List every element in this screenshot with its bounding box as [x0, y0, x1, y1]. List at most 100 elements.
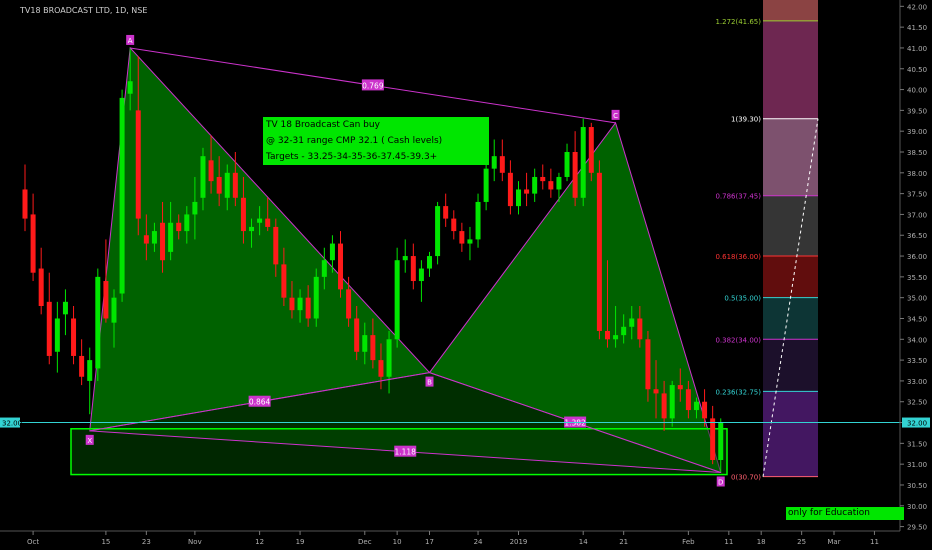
candle-body: [580, 127, 586, 198]
candle-body: [192, 201, 198, 215]
price-tick-label: 39.00: [907, 128, 927, 136]
price-tick-label: 36.50: [907, 232, 927, 240]
time-tick-label: Nov: [188, 538, 202, 546]
ratio-badge: [248, 395, 271, 407]
candle-body: [435, 206, 441, 257]
candle-body: [127, 81, 133, 94]
candle-body: [176, 222, 182, 232]
candle-body: [499, 156, 505, 173]
point-badge: [425, 376, 434, 387]
candle-body: [79, 355, 85, 377]
candle-body: [661, 393, 667, 419]
candle-body: [564, 152, 570, 177]
candle-body: [305, 297, 311, 319]
fib-level-label: 0.236(32.75): [715, 388, 761, 396]
candle-body: [685, 389, 691, 411]
candle-body: [289, 297, 295, 311]
candle-body: [410, 256, 416, 282]
price-tick-label: 31.00: [907, 461, 927, 469]
price-tick-label: 37.00: [907, 211, 927, 219]
candle-body: [507, 172, 513, 207]
last-price-text: 32.00: [907, 420, 927, 428]
price-tick-label: 30.00: [907, 503, 927, 511]
price-tick-label: 38.50: [907, 149, 927, 157]
candle-body: [249, 226, 255, 232]
fib-band: [763, 256, 818, 298]
point-label: X: [87, 437, 92, 445]
point-label: A: [128, 37, 133, 45]
fib-band: [763, 118, 818, 196]
candle-body: [540, 176, 546, 182]
price-tick-label: 39.50: [907, 107, 927, 115]
point-label: B: [427, 379, 432, 387]
candle-body: [386, 339, 392, 377]
price-tick-label: 35.50: [907, 274, 927, 282]
candle-body: [119, 97, 125, 294]
point-badge: [126, 34, 135, 45]
price-tick-label: 33.50: [907, 357, 927, 365]
ratio-label: 0.769: [362, 81, 384, 90]
candle-body: [443, 206, 449, 219]
last-price-text-left: 32.00: [2, 420, 22, 428]
candle-body: [402, 256, 408, 261]
candle-body: [151, 231, 157, 244]
candle-body: [95, 276, 101, 369]
price-tick-label: 30.50: [907, 482, 927, 490]
candle-body: [354, 318, 360, 352]
price-tick-label: 37.50: [907, 191, 927, 199]
time-tick-label: 12: [255, 538, 264, 546]
candle-body: [54, 318, 60, 352]
candle-body: [200, 156, 206, 198]
price-tick-label: 42.00: [907, 3, 927, 11]
candle-body: [596, 172, 602, 331]
candle-body: [556, 176, 562, 190]
fib-band: [763, 0, 818, 21]
candle-body: [111, 297, 117, 323]
candle-body: [160, 222, 166, 261]
price-tick-label: 32.50: [907, 399, 927, 407]
time-tick-label: 24: [474, 538, 483, 546]
price-tick-label: 29.50: [907, 524, 927, 532]
fib-level-label: 0(30.70): [731, 474, 761, 482]
candle-body: [451, 218, 457, 232]
point-badge: [611, 109, 620, 120]
time-tick-label: Feb: [682, 538, 695, 546]
price-tick-label: 40.50: [907, 66, 927, 74]
candle-body: [87, 360, 93, 381]
candle-body: [208, 160, 214, 182]
ratio-label: 1.118: [394, 448, 416, 457]
trade-note-line-1: TV 18 Broadcast Can buy: [266, 120, 380, 130]
fib-level-label: 0.618(36.00): [715, 253, 761, 261]
candle-body: [718, 422, 724, 460]
fib-trend-line: [762, 118, 819, 477]
time-tick-label: 18: [757, 538, 766, 546]
candle-body: [257, 218, 263, 223]
fib-level-label: 1.272(41.65): [715, 18, 761, 26]
candle-body: [604, 330, 610, 340]
candle-body: [548, 181, 554, 190]
candle-body: [30, 214, 36, 273]
candle-body: [224, 172, 230, 198]
candle-body: [240, 197, 246, 232]
candle-body: [184, 214, 190, 232]
candle-body: [313, 276, 319, 319]
candle-body: [491, 156, 497, 169]
fib-band: [763, 195, 818, 257]
candle-body: [653, 389, 659, 394]
candle-body: [629, 318, 635, 327]
trade-note-line-3: Targets - 33.25-34-35-36-37.45-39.3+: [266, 152, 438, 162]
candle-body: [418, 268, 424, 282]
ratio-badge: [361, 79, 384, 91]
candle-body: [346, 289, 352, 319]
time-tick-label: 10: [393, 538, 402, 546]
candle-body: [71, 318, 77, 356]
candle-body: [483, 168, 489, 202]
candle-body: [467, 239, 473, 244]
candle-body: [475, 201, 481, 240]
candle-body: [103, 281, 109, 319]
time-tick-label: 14: [579, 538, 588, 546]
candle-body: [362, 335, 368, 352]
time-tick-label: Mar: [827, 538, 840, 546]
candle-body: [168, 222, 174, 252]
